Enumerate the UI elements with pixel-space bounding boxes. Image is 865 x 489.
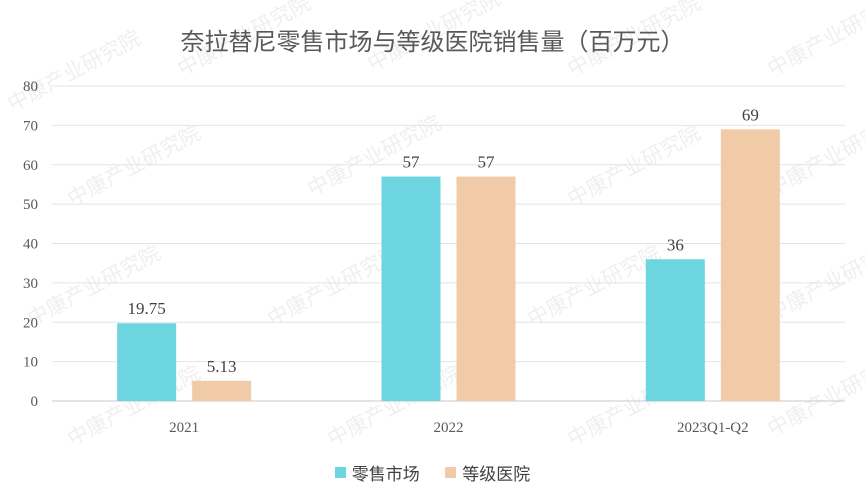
bar-retail-2 xyxy=(645,259,705,401)
bar-hospital-0 xyxy=(192,380,252,401)
bars xyxy=(117,129,780,401)
y-tick-label: 10 xyxy=(23,355,38,371)
y-tick-label: 0 xyxy=(31,394,39,410)
bar-retail-1 xyxy=(381,176,441,401)
x-axis: 2021 2022 2023Q1-Q2 xyxy=(169,420,749,436)
legend-swatch-retail xyxy=(334,467,346,478)
data-label: 57 xyxy=(403,153,421,172)
y-tick-label: 50 xyxy=(23,197,38,213)
data-label: 57 xyxy=(478,153,496,172)
data-label: 5.13 xyxy=(207,357,237,376)
x-tick-label: 2022 xyxy=(434,420,464,436)
data-label: 69 xyxy=(742,105,759,124)
chart-title: 奈拉替尼零售市场与等级医院销售量（百万元） xyxy=(180,28,685,56)
y-tick-label: 70 xyxy=(23,118,38,134)
legend-label-hospital: 等级医院 xyxy=(462,465,531,485)
y-tick-label: 30 xyxy=(23,276,38,292)
bar-hospital-2 xyxy=(720,129,780,401)
bar-hospital-1 xyxy=(456,176,516,401)
legend: 零售市场 等级医院 xyxy=(0,460,865,485)
data-labels: 19.75 5.13 57 57 36 69 xyxy=(128,105,759,375)
y-tick-label: 40 xyxy=(23,237,38,253)
x-tick-label: 2023Q1-Q2 xyxy=(677,420,749,436)
y-axis: 0 10 20 30 40 50 60 70 80 xyxy=(23,79,38,410)
y-tick-label: 60 xyxy=(23,158,38,174)
y-tick-label: 20 xyxy=(23,315,38,331)
bar-retail-0 xyxy=(117,323,177,401)
legend-item-hospital: 等级医院 xyxy=(445,460,530,485)
gridlines xyxy=(52,85,845,402)
legend-item-retail: 零售市场 xyxy=(334,460,420,485)
x-tick-label: 2021 xyxy=(169,420,199,436)
y-tick-label: 80 xyxy=(23,79,38,95)
legend-swatch-hospital xyxy=(445,467,457,478)
data-label: 36 xyxy=(667,235,684,254)
legend-label-retail: 零售市场 xyxy=(351,465,420,485)
data-label: 19.75 xyxy=(128,299,166,318)
